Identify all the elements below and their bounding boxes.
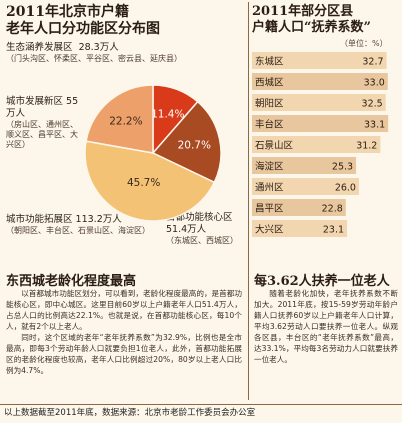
bar-chart: 东城区 32.7 西城区 33.0 朝阳区 32.5 丰台区 33.1 石景山区 31.2 海淀区 2… [252,52,389,237]
pie-label-core-value: 51.4万人 [166,224,207,235]
pie-label-urban-new-value: 55万人 [6,96,79,119]
pie-label-eco-name: 生态涵养发展区 [6,42,73,53]
pie-label-urban-new-districts: （房山区、通州区、顺义区、昌平区、大兴区） [6,120,78,149]
pie-label-core: 首都功能核心区 51.4万人 （东城区、西城区） [166,212,246,246]
pie-label-core-districts: （东城区、西城区） [166,236,238,245]
bar-category-label: 西城区 [255,78,284,89]
bar-category-label: 朝阳区 [255,99,284,110]
bar-title-line-2: 户籍人口“抚养系数” [252,20,371,35]
article-left-paragraph: 以首都城市功能区划分，可以看到，老龄化程度最高的，是首都功能核心区，即中心城区。… [6,289,242,331]
pie-label-expand-name: 城市功能拓展区 [6,214,73,225]
bar [252,157,357,174]
pie-slice-label: 20.7% [178,139,211,151]
bar-category-label: 石景山区 [255,141,294,152]
pie-chart-title: 2011年北京市户籍 老年人口分功能区分布图 [6,4,226,38]
article-right-paragraph: 随着老龄化加快，老年抚养系数不断加大。2011年底，按15-59岁劳动年龄户籍人… [254,289,398,364]
pie-label-core-name: 首都功能核心区 [166,212,233,223]
bar-category-label: 昌平区 [255,204,284,215]
bar-value-label: 26.0 [335,183,356,194]
bar [252,220,348,237]
bar-value-label: 22.8 [322,204,343,215]
bar [252,136,381,153]
article-right-body: 随着老龄化加快，老年抚养系数不断加大。2011年底，按15-59岁劳动年龄户籍人… [254,288,398,365]
bar-category-label: 通州区 [255,183,284,194]
pie-slice [84,140,216,222]
bar-title-line-1: 2011年部分区县 [252,4,354,19]
bar [252,199,346,216]
bar-value-label: 31.2 [356,141,377,152]
bar-value-label: 33.1 [364,120,385,131]
pie-slice-label: 45.7% [127,177,160,189]
footer-divider [0,404,402,405]
vertical-divider [248,2,249,400]
bar-category-label: 东城区 [255,56,284,68]
bar-value-label: 32.5 [362,99,383,110]
article-left-paragraph: 同时，这个区域的老年“老年抚养系数”为32.9%，比例也是全市最高，即每3个劳动… [6,333,242,375]
bar [252,178,359,195]
bar-value-label: 25.3 [332,162,353,173]
pie-label-expand: 城市功能拓展区 113.2万人 （朝阳区、丰台区、石景山区、海淀区） [6,214,156,236]
source-footer: 以上数据截至2011年底，数据来源：北京市老龄工作委员会办公室 [4,408,256,418]
pie-slice-label: 22.2% [109,116,142,128]
bar [252,94,386,111]
bar-category-label: 丰台区 [255,119,284,131]
article-left-body: 以首都城市功能区划分，可以看到，老龄化程度最高的，是首都功能核心区，即中心城区。… [6,288,242,376]
article-right-headline: 每3.62人扶养一位老人 [254,274,390,289]
bar-value-label: 32.7 [362,57,383,68]
pie-chart: 11.4% 20.7% 45.7% 22.2% [84,84,222,222]
bar-category-label: 海淀区 [255,161,284,173]
pie-slice [85,84,154,154]
bar [252,115,389,132]
bar-category-label: 大兴区 [255,224,284,236]
pie-label-eco-value: 28.3万人 [78,42,119,53]
pie-label-expand-value: 113.2万人 [75,214,122,225]
bar-value-label: 23.1 [323,225,344,236]
pie-title-line-2: 老年人口分功能区分布图 [6,21,160,37]
pie-label-eco: 生态涵养发展区 28.3万人 （门头沟区、怀柔区、平谷区、密云县、延庆县） [6,42,232,64]
pie-title-line-1: 2011年北京市户籍 [6,4,129,20]
bar [252,73,388,90]
pie-label-urban-new-name: 城市发展新区 [6,96,64,107]
bar-chart-title: 2011年部分区县 户籍人口“抚养系数” [252,4,402,36]
pie-label-expand-districts: （朝阳区、丰台区、石景山区、海淀区） [6,226,150,235]
pie-slice [151,100,222,184]
bar-chart-unit: （单位：%） [340,39,388,48]
article-left-headline: 东西城老龄化程度最高 [6,274,137,289]
pie-slice-label: 11.4% [151,109,184,121]
pie-label-eco-districts: （门头沟区、怀柔区、平谷区、密云县、延庆县） [6,54,182,63]
pie-label-urban-new: 城市发展新区 55万人 （房山区、通州区、顺义区、昌平区、大兴区） [6,96,84,150]
bar [252,52,387,69]
bar-value-label: 33.0 [364,78,385,89]
